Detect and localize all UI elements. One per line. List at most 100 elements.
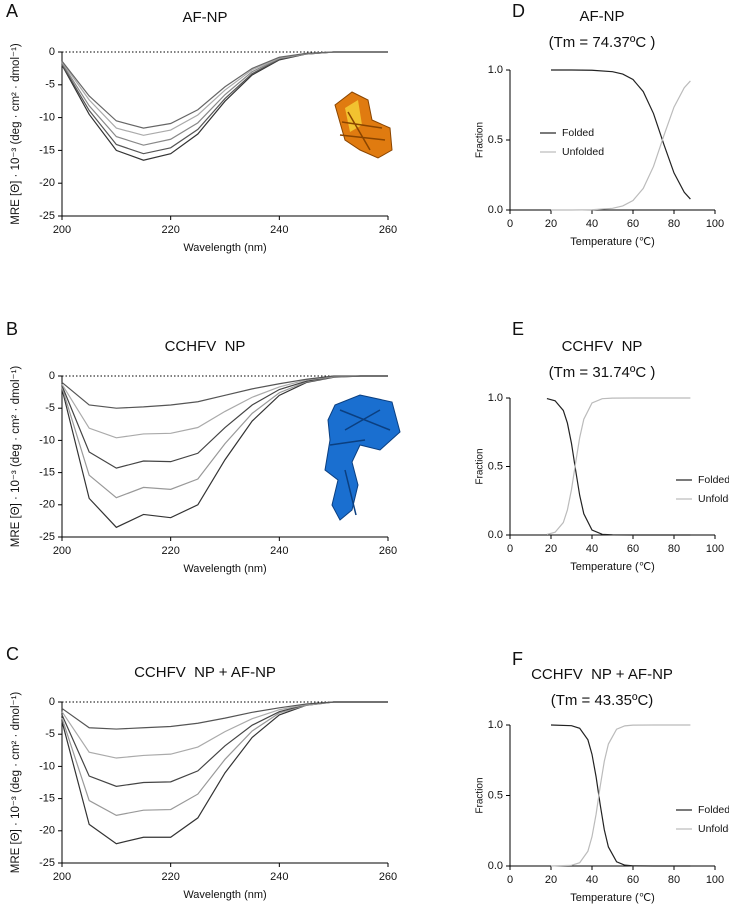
data-line — [550, 724, 691, 867]
y-axis-label: Fraction — [475, 122, 486, 158]
x-tick-label: 240 — [270, 871, 288, 883]
y-tick-label: -5 — [45, 728, 55, 740]
data-line — [551, 69, 691, 200]
x-tick-label: 220 — [161, 224, 179, 236]
x-tick-label: 260 — [379, 871, 397, 883]
y-axis-label: MRE [Θ] · 10⁻³ (deg · cm² · dmol⁻¹) — [10, 43, 22, 225]
y-tick-label: -25 — [39, 210, 55, 222]
data-line — [550, 724, 691, 867]
panel-label: A — [6, 1, 18, 21]
data-line — [546, 397, 691, 536]
legend-label: Folded — [562, 127, 594, 139]
x-tick-label: 0 — [507, 218, 513, 230]
x-axis-label: Temperature (℃) — [570, 236, 655, 248]
chart-title: AF-NP — [183, 9, 228, 26]
x-tick-label: 200 — [53, 224, 71, 236]
y-tick-label: -5 — [45, 79, 55, 91]
x-axis-label: Wavelength (nm) — [183, 242, 266, 254]
y-tick-label: 0 — [49, 46, 55, 58]
chart-title: CCHFV NP — [562, 338, 643, 355]
y-tick-label: -5 — [45, 402, 55, 414]
panel-label: F — [512, 649, 523, 669]
legend-label: Folded — [698, 474, 729, 486]
x-tick-label: 100 — [706, 218, 724, 230]
data-line — [61, 701, 388, 759]
chart-title: CCHFV NP + AF-NP — [531, 666, 673, 683]
legend-label: Unfolded — [698, 493, 729, 505]
y-tick-label: 1.0 — [488, 392, 503, 404]
x-tick-label: 260 — [379, 545, 397, 557]
panel-label: C — [6, 644, 19, 664]
y-tick-label: 1.0 — [488, 64, 503, 76]
x-axis-label: Temperature (℃) — [570, 892, 655, 904]
x-tick-label: 200 — [53, 545, 71, 557]
x-tick-label: 80 — [668, 218, 680, 230]
y-tick-label: 1.0 — [488, 719, 503, 731]
protein-ribbon — [324, 394, 401, 521]
data-line — [61, 375, 388, 439]
y-tick-label: 0 — [49, 696, 55, 708]
protein-structure-af-np — [334, 91, 393, 159]
x-tick-label: 100 — [706, 874, 724, 886]
x-tick-label: 240 — [270, 545, 288, 557]
x-tick-label: 200 — [53, 871, 71, 883]
panel-label: B — [6, 319, 18, 339]
protein-ribbon — [329, 409, 391, 516]
x-tick-label: 240 — [270, 224, 288, 236]
x-tick-label: 60 — [627, 543, 639, 555]
y-tick-label: -25 — [39, 531, 55, 543]
y-tick-label: -15 — [39, 793, 55, 805]
data-line — [551, 80, 691, 211]
y-tick-label: 0.0 — [488, 529, 503, 541]
y-tick-label: 0.0 — [488, 860, 503, 872]
chart-subtitle: (Tm = 31.74ºC ) — [549, 364, 656, 381]
protein-structure-cchfv-np — [324, 394, 401, 521]
y-axis-label: Fraction — [475, 777, 486, 813]
y-tick-label: -20 — [39, 499, 55, 511]
chart-title: CCHFV NP + AF-NP — [134, 664, 276, 681]
panel-label: D — [512, 1, 525, 21]
x-tick-label: 60 — [627, 874, 639, 886]
data-line — [61, 51, 388, 129]
data-line — [61, 51, 388, 136]
x-tick-label: 100 — [706, 543, 724, 555]
y-tick-label: -10 — [39, 112, 55, 124]
legend-label: Unfolded — [698, 823, 729, 835]
x-tick-label: 0 — [507, 874, 513, 886]
x-tick-label: 60 — [627, 218, 639, 230]
chart-title: CCHFV NP — [165, 338, 246, 355]
x-tick-label: 40 — [586, 218, 598, 230]
chart-subtitle: (Tm = 43.35ºC) — [551, 692, 654, 709]
y-tick-label: 0.5 — [488, 789, 503, 801]
x-tick-label: 20 — [545, 543, 557, 555]
x-tick-label: 20 — [545, 874, 557, 886]
x-axis-label: Temperature (℃) — [570, 561, 655, 573]
panel-label: E — [512, 319, 524, 339]
x-tick-label: 80 — [668, 543, 680, 555]
y-tick-label: 0.5 — [488, 460, 503, 472]
data-line — [61, 701, 388, 730]
y-tick-label: -15 — [39, 144, 55, 156]
y-tick-label: -20 — [39, 825, 55, 837]
y-tick-label: -25 — [39, 857, 55, 869]
data-line — [546, 397, 691, 536]
x-tick-label: 20 — [545, 218, 557, 230]
y-tick-label: -10 — [39, 760, 55, 772]
y-axis-label: MRE [Θ] · 10⁻³ (deg · cm² · dmol⁻¹) — [10, 692, 22, 874]
x-tick-label: 40 — [586, 543, 598, 555]
x-axis-label: Wavelength (nm) — [183, 563, 266, 575]
chart-subtitle: (Tm = 74.37ºC ) — [549, 34, 656, 51]
x-tick-label: 220 — [161, 871, 179, 883]
y-tick-label: 0.5 — [488, 134, 503, 146]
x-tick-label: 260 — [379, 224, 397, 236]
y-tick-label: 0 — [49, 370, 55, 382]
y-tick-label: -10 — [39, 434, 55, 446]
x-tick-label: 80 — [668, 874, 680, 886]
x-tick-label: 220 — [161, 545, 179, 557]
x-tick-label: 40 — [586, 874, 598, 886]
data-line — [61, 375, 388, 409]
y-tick-label: -15 — [39, 467, 55, 479]
x-tick-label: 0 — [507, 543, 513, 555]
chart-title: AF-NP — [580, 8, 625, 25]
